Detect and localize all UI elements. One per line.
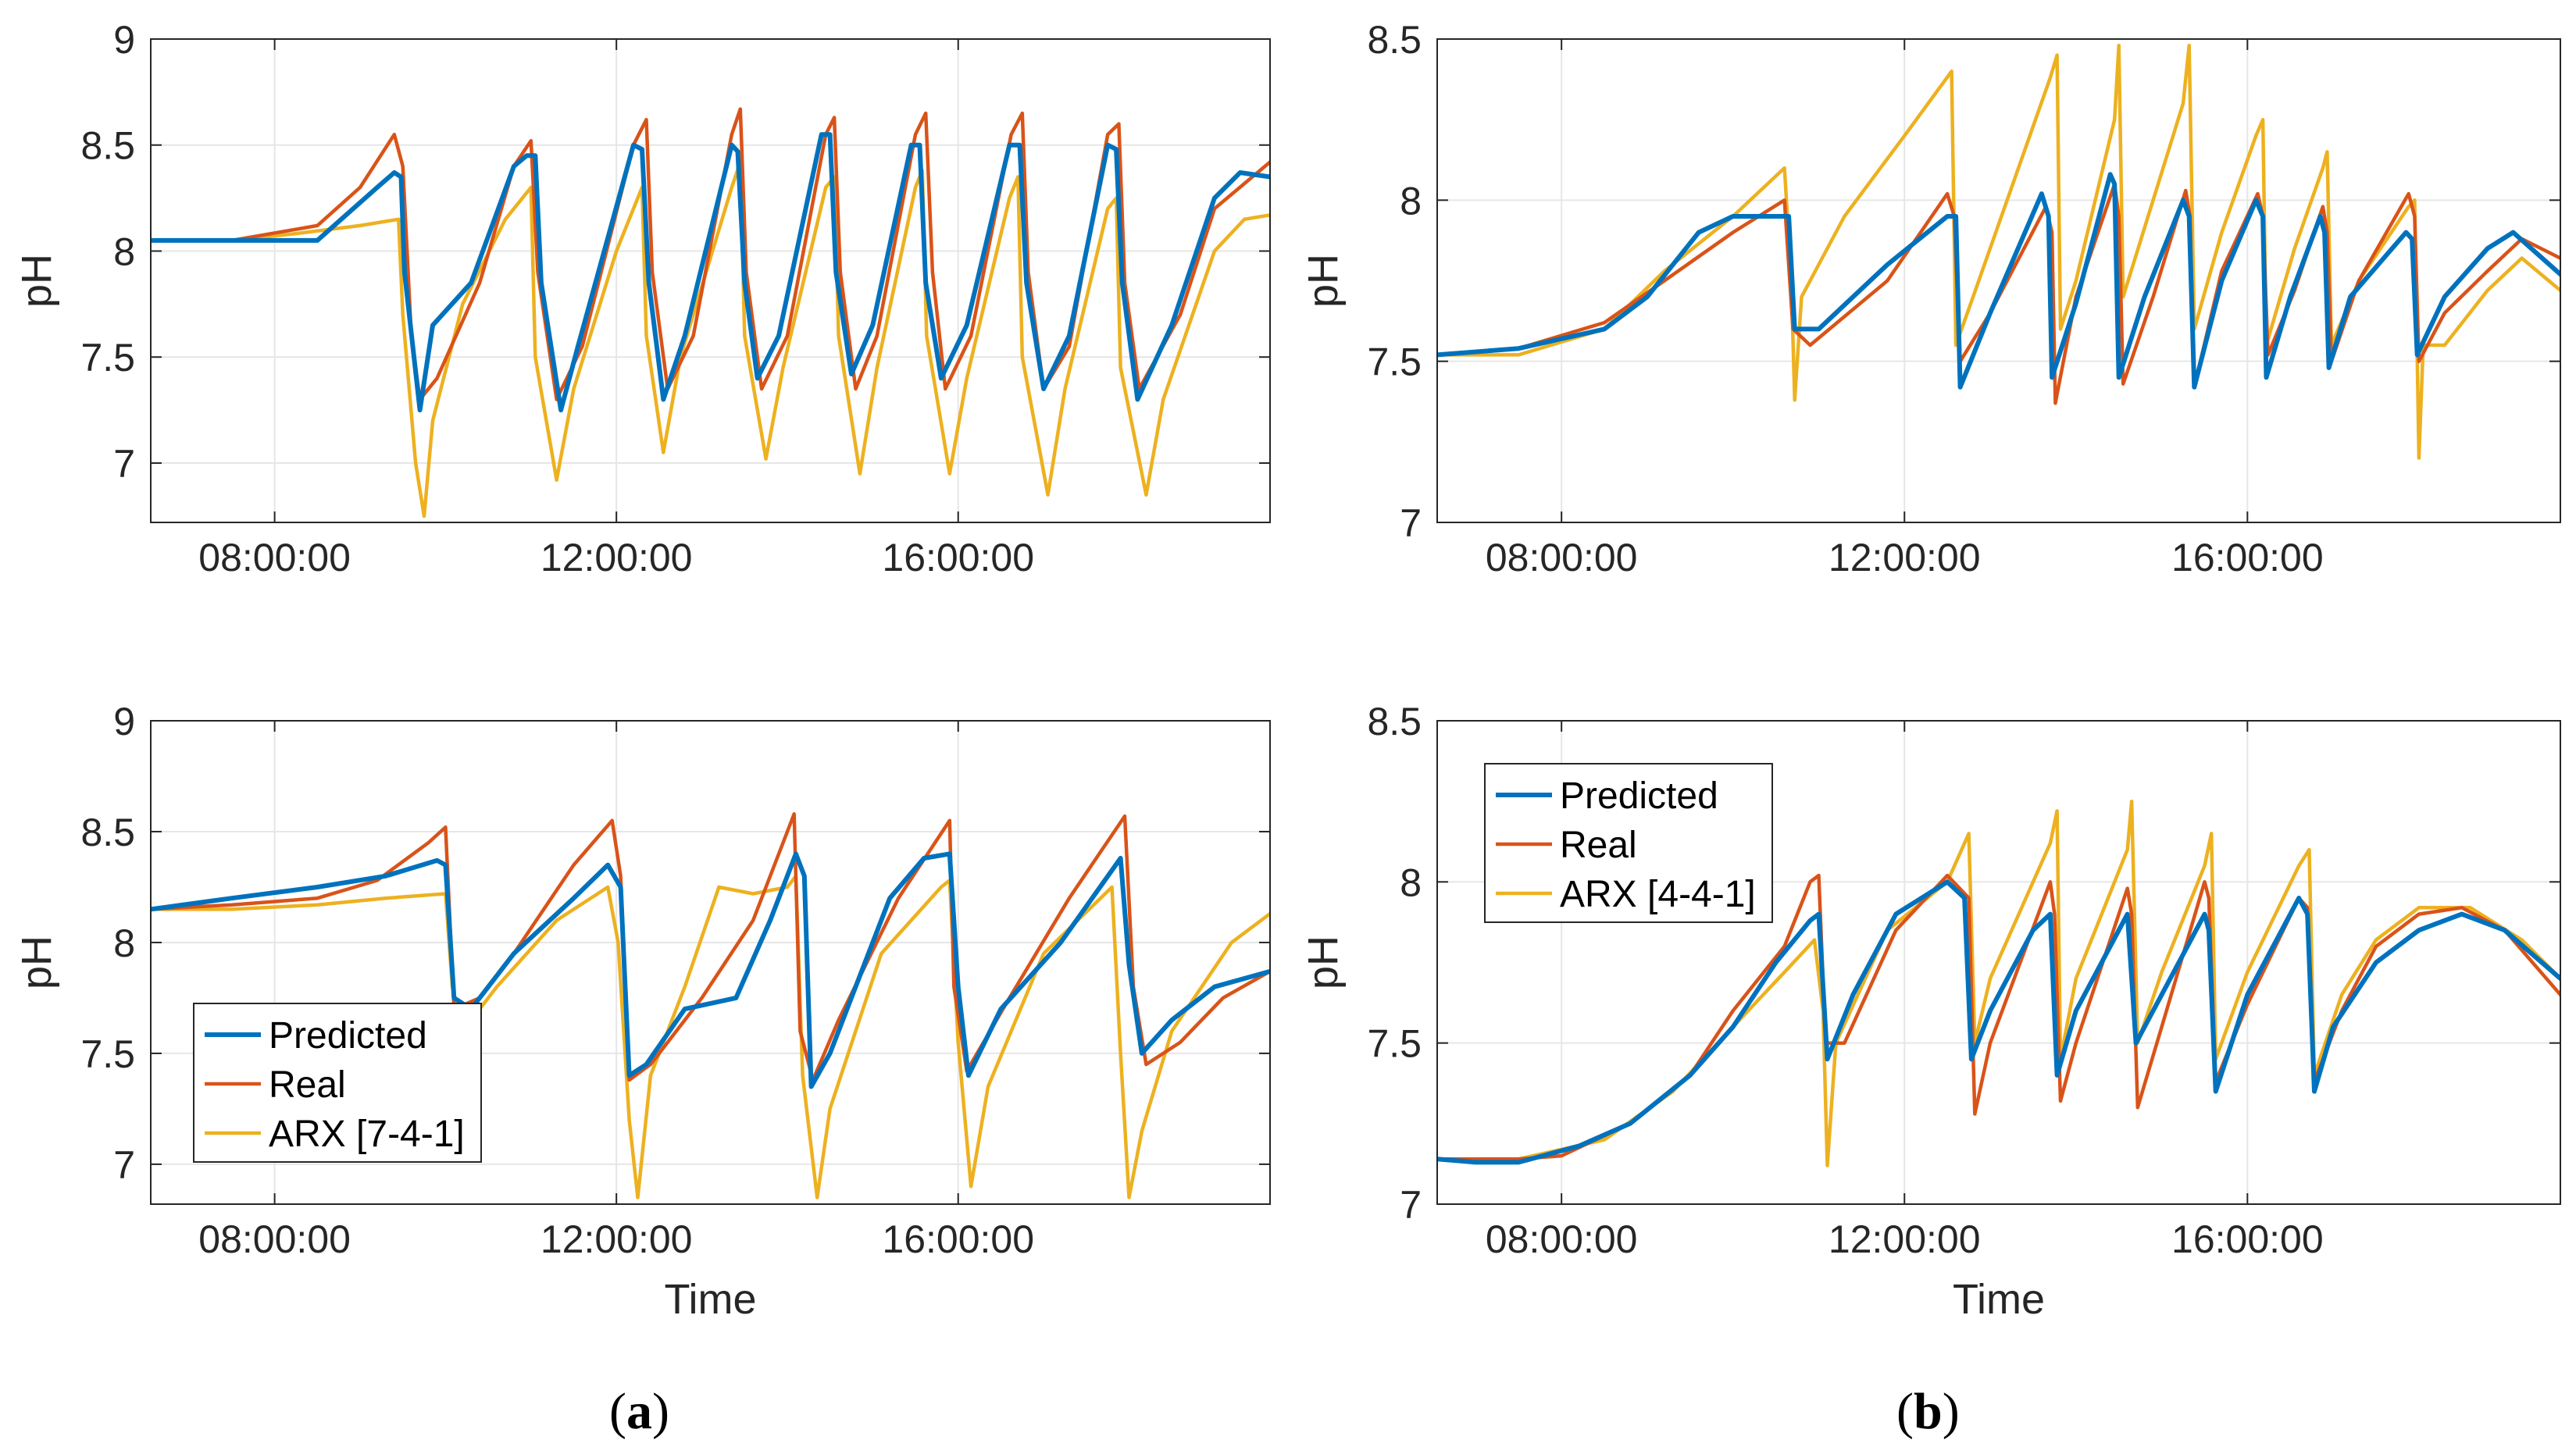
chart-panel-b-bottom: 08:00:00 12:00:00 16:00:00 7 7.5 8 8.5 pH Time Pr…: [1300, 700, 2561, 1323]
y-axis-label: pH: [13, 936, 60, 989]
x-tick-label: 12:00:00: [1829, 536, 1981, 579]
x-tick-label: 12:00:00: [541, 536, 693, 579]
y-tick-label: 8: [113, 230, 135, 273]
axes-box: [150, 38, 1271, 523]
x-tick-label: 08:00:00: [198, 536, 351, 579]
y-tick-label: 7: [1400, 1183, 1422, 1227]
y-axis-label: pH: [1300, 254, 1347, 308]
y-axis-label: pH: [1300, 936, 1347, 989]
series-group: [1437, 44, 2560, 460]
x-tick-label: 16:00:00: [2171, 1217, 2324, 1261]
chart-panel-b-top: 08:00:00 12:00:00 16:00:00 7 7.5 8 8.5 pH: [1300, 18, 2561, 579]
y-tick-label: 8.5: [1367, 18, 1422, 62]
x-axis-label: Time: [1953, 1276, 2045, 1323]
legend: Predicted Real ARX [4-4-1]: [1484, 763, 1773, 923]
y-tick-label: 9: [113, 18, 135, 62]
x-tick-label: 08:00:00: [1486, 1217, 1638, 1261]
legend-label-predicted: Predicted: [1560, 775, 1718, 817]
series-line-arx: [1437, 799, 2560, 1167]
axes-box: [1436, 38, 2561, 523]
y-axis-label: pH: [13, 254, 60, 308]
y-tick-label: 8: [1400, 179, 1422, 223]
y-tick-label: 8.5: [80, 124, 135, 168]
plot-area: [151, 39, 1270, 522]
x-tick-label: 08:00:00: [1486, 536, 1638, 579]
series-group: [151, 107, 1270, 519]
y-tick-label: 8: [113, 921, 135, 965]
y-tick-label: 7.5: [1367, 1022, 1422, 1066]
y-tick-label: 8.5: [80, 811, 135, 854]
x-tick-label: 16:00:00: [2171, 536, 2324, 579]
y-tick-label: 9: [113, 700, 135, 743]
x-tick-label: 08:00:00: [198, 1217, 351, 1261]
chart-panel-a-bottom: 08:00:00 12:00:00 16:00:00 7 7.5 8 8.5 9 pH Time P…: [13, 700, 1271, 1323]
series-line-predicted: [1437, 172, 2560, 390]
legend: Predicted Real ARX [7-4-1]: [193, 1003, 482, 1163]
series-line-predicted: [151, 851, 1270, 1089]
series-line-predicted: [1437, 879, 2560, 1165]
axes-box: [150, 720, 1271, 1205]
series-line-arx: [1437, 44, 2560, 460]
series-line-real: [1437, 182, 2560, 405]
y-tick-label: 7: [113, 442, 135, 486]
y-tick-label: 7.5: [1367, 340, 1422, 384]
series-line-arx: [151, 160, 1270, 519]
x-axis-label: Time: [665, 1276, 757, 1323]
x-tick-label: 12:00:00: [1829, 1217, 1981, 1261]
x-tick-label: 12:00:00: [541, 1217, 693, 1261]
y-tick-label: 8: [1400, 861, 1422, 904]
y-tick-label: 7.5: [80, 336, 135, 380]
plot-area: [1437, 39, 2560, 522]
series-group: [1437, 799, 2560, 1167]
legend-label-predicted: Predicted: [269, 1015, 427, 1057]
legend-label-arx: ARX [7-4-1]: [269, 1114, 465, 1155]
series-line-predicted: [151, 132, 1270, 413]
legend-label-real: Real: [269, 1064, 346, 1106]
legend-label-arx: ARX [4-4-1]: [1560, 874, 1756, 915]
x-tick-label: 16:00:00: [882, 1217, 1034, 1261]
legend-label-real: Real: [1560, 825, 1637, 866]
y-tick-label: 7: [1400, 501, 1422, 545]
chart-panel-a-top: 08:00:00 12:00:00 16:00:00 7 7.5 8 8.5 9 pH: [13, 18, 1271, 579]
caption-a: (a): [609, 1383, 669, 1440]
y-tick-label: 7: [113, 1143, 135, 1187]
caption-b: (b): [1896, 1383, 1960, 1440]
y-tick-label: 7.5: [80, 1032, 135, 1076]
axes-box: [1436, 720, 2561, 1205]
x-tick-label: 16:00:00: [882, 536, 1034, 579]
y-tick-label: 8.5: [1367, 700, 1422, 743]
